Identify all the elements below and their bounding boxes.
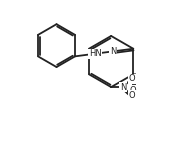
Text: HN: HN bbox=[89, 49, 102, 58]
Text: N: N bbox=[110, 47, 116, 56]
Text: O: O bbox=[129, 91, 135, 100]
Text: O: O bbox=[129, 74, 135, 83]
Text: N: N bbox=[120, 83, 126, 92]
Text: O: O bbox=[130, 86, 137, 95]
